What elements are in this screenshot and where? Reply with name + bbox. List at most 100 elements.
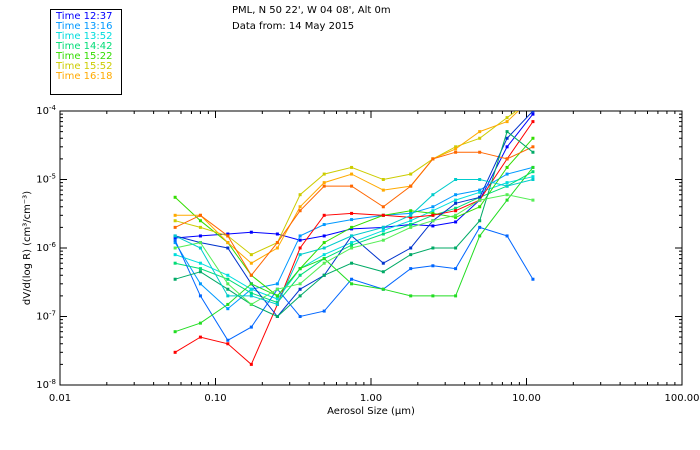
data-point — [454, 215, 458, 219]
data-point — [381, 238, 385, 242]
data-point — [431, 157, 435, 161]
x-tick-label: 10.00 — [512, 393, 541, 404]
data-point — [531, 97, 534, 100]
data-point — [454, 198, 458, 202]
data-point — [198, 294, 202, 298]
data-point — [173, 213, 177, 217]
data-point — [249, 294, 253, 298]
series-7 — [173, 120, 535, 366]
data-point — [505, 145, 509, 149]
y-tick-label: 10-7 — [36, 310, 56, 323]
data-point — [275, 287, 279, 291]
series-line — [174, 111, 518, 256]
data-point — [198, 261, 202, 265]
data-point — [531, 120, 535, 124]
data-point — [173, 195, 177, 199]
data-point — [478, 178, 482, 181]
data-point — [173, 219, 177, 223]
data-point — [275, 282, 279, 286]
data-point — [454, 201, 458, 205]
data-point — [173, 350, 177, 354]
data-point — [226, 232, 230, 236]
data-point — [409, 294, 413, 298]
data-point — [298, 246, 302, 250]
series-11 — [173, 130, 535, 318]
data-point — [381, 229, 385, 233]
data-point — [454, 147, 458, 151]
data-point — [249, 325, 253, 329]
data-point — [431, 205, 435, 209]
data-point — [275, 246, 279, 250]
data-point — [531, 178, 535, 181]
data-point — [531, 145, 535, 149]
legend-item: Time 15:52 — [56, 61, 113, 72]
data-point — [350, 225, 354, 229]
data-point — [198, 241, 202, 245]
series-14 — [173, 178, 535, 306]
data-point — [350, 184, 354, 188]
data-point — [173, 234, 177, 238]
data-point — [454, 178, 458, 181]
axes — [59, 111, 682, 386]
data-point — [381, 261, 385, 265]
data-point — [478, 225, 482, 229]
data-point — [478, 150, 482, 154]
data-point — [531, 175, 535, 179]
data-point — [226, 338, 230, 342]
data-point — [531, 277, 535, 281]
data-point — [173, 330, 177, 334]
data-point — [350, 243, 354, 247]
data-point — [478, 195, 482, 199]
data-point — [226, 246, 230, 250]
y-axis-label: dV/d(log R) (cm³/cm⁻³) — [22, 191, 33, 305]
data-point — [173, 253, 177, 257]
data-point — [350, 246, 354, 250]
data-point — [505, 130, 509, 134]
data-point — [381, 270, 385, 274]
data-point — [409, 225, 413, 229]
data-point — [478, 234, 482, 238]
data-point — [531, 136, 535, 140]
data-point — [198, 213, 202, 217]
data-point — [322, 234, 326, 238]
data-point — [226, 294, 230, 298]
data-point — [409, 223, 413, 227]
legend: Time 12:37 Time 13:16 Time 13:52 Time 14:42… — [50, 9, 122, 95]
data-point — [505, 172, 509, 176]
data-point — [454, 150, 458, 154]
data-point — [409, 184, 413, 188]
data-point — [350, 241, 354, 245]
data-point — [409, 267, 413, 271]
data-point — [505, 136, 509, 140]
series-5 — [173, 97, 534, 257]
series-line — [174, 146, 534, 277]
data-point — [173, 277, 177, 281]
data-point — [198, 246, 202, 250]
series-13 — [173, 193, 535, 306]
data-point — [381, 205, 385, 209]
series-8 — [173, 145, 535, 277]
data-point — [531, 170, 535, 174]
plot-border — [59, 110, 683, 386]
x-tick-label: 1.00 — [360, 393, 382, 404]
series-10 — [173, 225, 535, 342]
data-point — [275, 302, 279, 306]
data-point — [275, 297, 279, 301]
data-point — [298, 193, 302, 197]
data-point — [505, 120, 509, 124]
legend-item: Time 13:52 — [56, 31, 113, 42]
data-point — [198, 225, 202, 229]
data-point — [409, 253, 413, 257]
data-point — [409, 219, 413, 223]
data-point — [226, 234, 230, 238]
data-point — [431, 211, 435, 215]
data-point — [298, 253, 302, 257]
data-point — [173, 225, 177, 229]
data-point — [478, 188, 482, 192]
data-point — [381, 188, 385, 192]
data-point — [322, 246, 326, 250]
data-point — [454, 206, 458, 210]
location-header: PML, N 50 22', W 04 08', Alt 0m — [232, 5, 391, 16]
data-point — [531, 150, 535, 154]
data-point — [381, 287, 385, 291]
